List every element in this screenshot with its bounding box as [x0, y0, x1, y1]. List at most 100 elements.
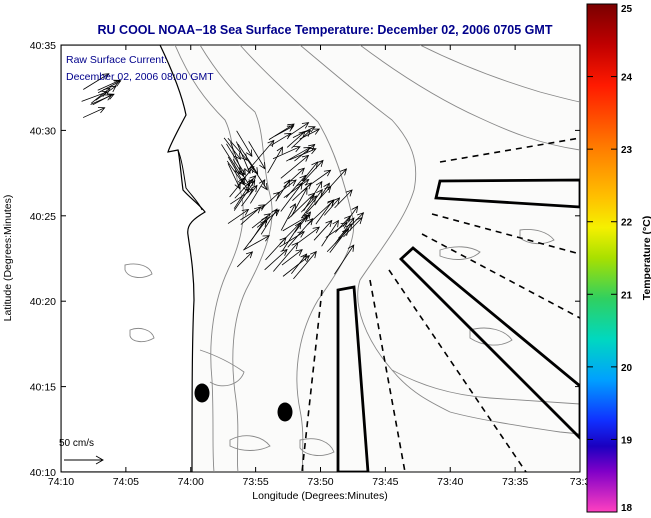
current-vector: [236, 141, 251, 174]
current-vector: [291, 253, 308, 274]
colorbar-tick-label: 18: [621, 503, 633, 514]
y-tick-label: 40:15: [30, 382, 56, 394]
current-vector: [280, 154, 310, 179]
box-southeast: [398, 246, 580, 440]
current-vector: [226, 143, 246, 176]
current-vector: [293, 250, 317, 280]
current-vector: [236, 130, 253, 157]
scale-arrow: [64, 455, 104, 465]
current-vector: [301, 188, 323, 218]
current-vector: [256, 209, 280, 228]
current-vector: [281, 249, 303, 266]
y-tick-label: 40:20: [30, 296, 56, 308]
current-vector: [241, 184, 258, 207]
y-tick-label: 40:25: [30, 211, 56, 223]
current-vector: [299, 159, 324, 187]
box-south: [336, 285, 370, 472]
marker-dot: [194, 383, 210, 403]
figure-title: RU COOL NOAA−18 Sea Surface Temperature:…: [98, 23, 553, 37]
coastline: [61, 45, 206, 472]
colorbar-tick-label: 24: [621, 73, 633, 84]
current-vector: [286, 130, 306, 148]
current-vector: [268, 123, 295, 140]
marker-dot: [277, 402, 293, 422]
current-vector: [240, 204, 266, 221]
current-vector: [327, 168, 348, 190]
current-vector: [273, 241, 299, 272]
current-vector: [82, 107, 106, 118]
map-plot-area: Raw Surface Current: December 02, 2006 0…: [59, 44, 581, 473]
x-tick-label: 73:3: [570, 476, 591, 488]
overlay-current-label: Raw Surface Current:: [66, 54, 167, 66]
current-vector: [97, 79, 121, 91]
x-tick-label: 73:45: [372, 476, 398, 488]
current-vector: [250, 179, 266, 204]
current-vector: [97, 80, 122, 94]
current-vector: [270, 132, 292, 147]
current-vector: [248, 141, 266, 170]
current-vector: [313, 219, 333, 241]
current-vector: [237, 143, 259, 175]
current-vector: [294, 211, 312, 233]
x-axis: 74:10 74:05 74:00 73:55 73:50 73:45 73:40 73:35…: [48, 45, 591, 488]
y-axis: 40:35 40:30 40:25 40:20 40:15 40:10: [30, 40, 580, 479]
dashed-sectors: [301, 137, 580, 472]
colorbar: 25 24 23 22 21 20 19 18 Temperature (°C): [586, 3, 651, 514]
current-vector: [234, 175, 257, 199]
colorbar-tick-label: 25: [621, 4, 633, 15]
current-vector: [324, 197, 341, 216]
colorbar-tick-label: 19: [621, 435, 633, 446]
current-vector: [280, 203, 296, 231]
y-tick-label: 40:10: [30, 467, 56, 479]
current-vector: [287, 217, 314, 248]
current-vector: [302, 161, 319, 182]
current-vector: [303, 180, 323, 211]
colorbar-label: Temperature (°C): [641, 216, 651, 301]
bathymetry-contours: [124, 45, 580, 472]
x-axis-label: Longitude (Degrees:Minutes): [252, 490, 387, 502]
x-tick-label: 74:00: [178, 476, 204, 488]
x-tick-label: 73:40: [437, 476, 463, 488]
current-vector: [321, 219, 339, 247]
scale-label: 50 cm/s: [59, 438, 94, 449]
colorbar-tick-label: 21: [621, 290, 633, 301]
current-vector: [283, 179, 310, 198]
current-vector: [289, 147, 317, 161]
current-vector: [227, 209, 250, 224]
current-vector: [334, 217, 355, 245]
y-tick-label: 40:30: [30, 125, 56, 137]
current-vector: [223, 137, 242, 160]
current-vector: [243, 235, 270, 251]
current-vector: [236, 251, 254, 268]
current-vector: [334, 189, 353, 209]
current-vector: [343, 216, 363, 238]
current-vector: [81, 90, 109, 102]
current-vector: [292, 182, 312, 201]
y-axis-label: Latitude (Degrees:Minutes): [2, 195, 14, 322]
current-vector: [90, 93, 115, 105]
colorbar-tick-label: 22: [621, 218, 633, 229]
colorbar-tick-label: 23: [621, 145, 633, 156]
current-vector: [265, 236, 287, 261]
current-vector: [287, 122, 310, 137]
current-vector: [334, 244, 355, 275]
current-vector: [314, 182, 330, 206]
current-vector: [264, 248, 288, 271]
x-tick-label: 73:50: [307, 476, 333, 488]
current-vector: [227, 138, 248, 161]
colorbar-tick-label: 20: [621, 363, 633, 374]
current-vector: [275, 179, 291, 202]
current-vector: [230, 188, 254, 205]
box-east: [434, 178, 580, 209]
x-tick-label: 73:35: [502, 476, 528, 488]
current-vector: [279, 231, 305, 248]
current-vector: [274, 125, 295, 137]
colorbar-gradient: [586, 3, 618, 513]
current-vector: [272, 146, 301, 160]
current-vectors: [81, 73, 365, 280]
peninsula-coast: [177, 149, 203, 211]
current-vector: [315, 199, 334, 225]
current-vector: [229, 177, 246, 198]
